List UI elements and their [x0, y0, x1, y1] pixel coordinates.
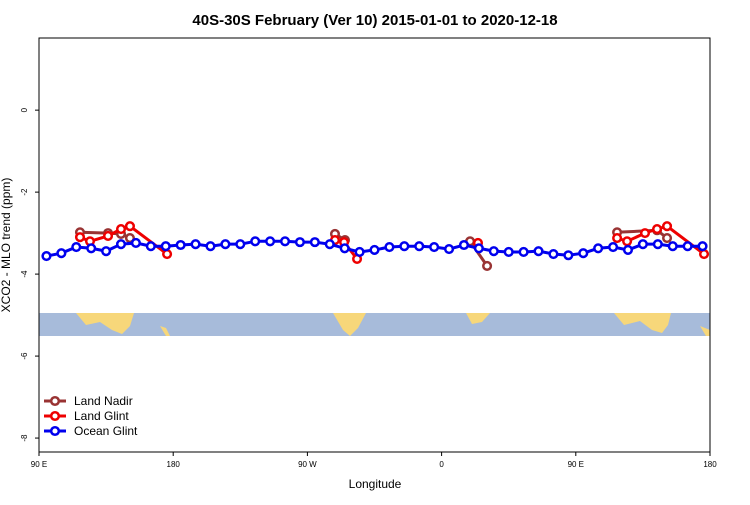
legend-label: Ocean Glint: [74, 424, 138, 438]
data-point: [548, 248, 559, 260]
data-point: [563, 250, 574, 261]
plot-frame: [38, 37, 711, 453]
data-point: [354, 246, 365, 258]
data-point: [124, 232, 136, 244]
data-point: [662, 232, 673, 244]
data-point: [697, 241, 708, 252]
data-point: [384, 241, 395, 253]
data-point: [235, 239, 246, 250]
data-point: [578, 248, 589, 259]
data-point: [682, 241, 693, 252]
data-point: [160, 241, 171, 252]
data-point: [101, 246, 112, 257]
data-point: [220, 239, 231, 250]
data-point: [56, 248, 67, 259]
data-point: [473, 243, 484, 254]
legend-marker: [49, 425, 61, 437]
data-point: [279, 236, 291, 247]
legend-label: Land Glint: [74, 409, 129, 423]
data-point: [444, 244, 455, 255]
data-point: [74, 232, 86, 243]
data-point: [429, 241, 440, 253]
data-point: [698, 248, 710, 260]
data-point: [115, 223, 127, 235]
data-point: [130, 237, 141, 249]
data-point: [205, 241, 216, 252]
data-point: [102, 230, 114, 242]
legend-marker: [49, 395, 61, 407]
data-point: [339, 243, 350, 254]
data-point: [488, 246, 499, 257]
data-point: [662, 221, 673, 232]
data-point: [612, 232, 623, 244]
y-tick-label: -8: [20, 434, 29, 442]
data-point: [41, 251, 52, 262]
x-axis-label: Longitude: [349, 477, 402, 491]
x-tick-label: 0: [439, 460, 444, 469]
y-axis-label: XCO2 - MLO trend (ppm): [0, 178, 13, 313]
legend-label: Land Nadir: [74, 394, 133, 408]
data-point: [637, 239, 648, 250]
y-tick-label: -4: [20, 270, 29, 278]
data-point: [115, 239, 127, 250]
data-point: [124, 221, 136, 232]
x-tick-label: 90 E: [568, 460, 584, 469]
legend-marker: [49, 410, 61, 422]
data-point: [533, 246, 544, 257]
chart-title: 40S-30S February (Ver 10) 2015-01-01 to …: [192, 12, 557, 29]
data-point: [593, 243, 604, 254]
data-point: [652, 223, 663, 235]
data-point: [608, 241, 619, 253]
data-point: [622, 244, 634, 255]
data-point: [265, 236, 276, 247]
data-point: [175, 239, 186, 251]
data-point: [145, 241, 156, 252]
data-point: [86, 243, 97, 254]
data-point: [622, 236, 633, 247]
x-tick-label: 180: [167, 460, 181, 469]
data-point: [190, 239, 201, 250]
data-point: [162, 248, 173, 260]
data-point: [667, 241, 678, 252]
y-tick-label: -2: [20, 188, 29, 196]
y-tick-label: -6: [20, 352, 29, 360]
data-point: [639, 228, 651, 239]
y-tick-label: 0: [20, 107, 29, 112]
data-point: [71, 241, 82, 253]
data-point: [399, 241, 410, 252]
data-point: [458, 239, 470, 251]
x-tick-label: 90 W: [298, 460, 317, 469]
data-point: [324, 239, 335, 250]
data-point: [250, 236, 261, 247]
x-tick-label: 90 E: [31, 460, 47, 469]
map-strip: [39, 313, 710, 336]
x-tick-label: 180: [703, 460, 717, 469]
data-point: [369, 244, 380, 255]
data-point: [518, 246, 529, 258]
data-point: [294, 237, 305, 248]
data-point: [309, 237, 320, 248]
data-point: [414, 241, 425, 252]
data-point: [503, 246, 514, 258]
data-point: [482, 260, 493, 271]
data-point: [652, 239, 663, 250]
